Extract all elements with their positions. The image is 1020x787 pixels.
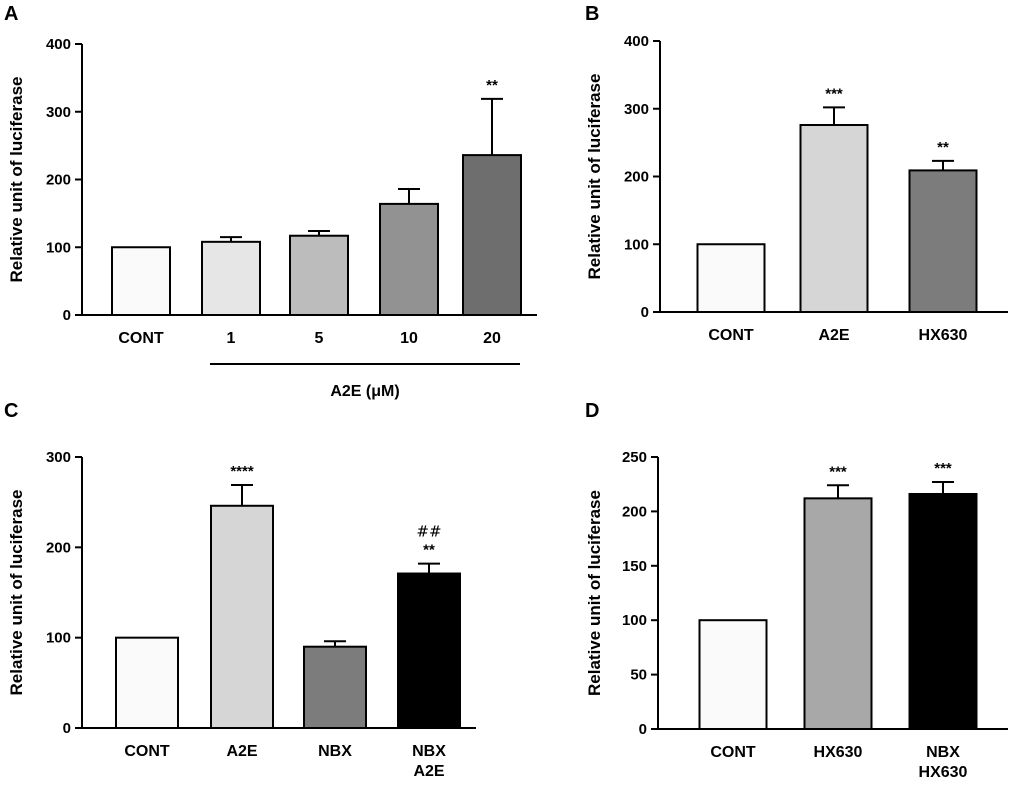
bar-b-2 bbox=[908, 169, 978, 313]
y-tick-label: 100 bbox=[46, 239, 71, 256]
y-tick-label: 100 bbox=[622, 612, 647, 629]
significance-label: *** bbox=[829, 463, 847, 480]
category-label: CONT bbox=[708, 327, 754, 344]
significance-label: *** bbox=[934, 460, 952, 477]
category-label: 10 bbox=[400, 330, 418, 347]
y-tick-label: 250 bbox=[622, 449, 647, 466]
y-axis-label: Relative unit of luciferase bbox=[585, 490, 604, 696]
category-label: 20 bbox=[483, 330, 501, 347]
significance-label: *** bbox=[825, 85, 843, 102]
category-label: CONT bbox=[710, 744, 756, 761]
y-axis-label: Relative unit of luciferase bbox=[7, 77, 26, 283]
panel-c: C Relative unit of luciferase 0 100 200 300 CO… bbox=[4, 400, 476, 780]
category-label: NBX A2E bbox=[412, 743, 446, 780]
y-tick-label: 200 bbox=[46, 172, 71, 189]
bar-a-4 bbox=[462, 154, 522, 316]
category-label: A2E bbox=[818, 327, 849, 344]
category-label: 1 bbox=[227, 330, 236, 347]
category-label: NBX bbox=[318, 743, 352, 760]
y-tick-label: 50 bbox=[630, 667, 647, 684]
panel-a: A Relative unit of luciferase 0 100 200 300 40… bbox=[4, 3, 537, 400]
y-tick-label: 200 bbox=[622, 503, 647, 520]
category-label: HX630 bbox=[919, 327, 968, 344]
bar-a-1 bbox=[201, 240, 261, 316]
y-tick-label: 0 bbox=[63, 720, 71, 737]
y-tick-label: 0 bbox=[641, 304, 649, 321]
category-label: NBX HX630 bbox=[919, 744, 968, 781]
bar-a-3 bbox=[379, 202, 439, 316]
category-label: CONT bbox=[118, 330, 164, 347]
bar-b-0 bbox=[696, 243, 766, 313]
hash-significance-label: ## bbox=[416, 523, 441, 541]
bar-c-3 bbox=[397, 572, 461, 730]
bar-d-2 bbox=[908, 492, 978, 730]
bar-a-2 bbox=[289, 234, 349, 316]
bar-c-0 bbox=[115, 636, 179, 730]
y-tick-label: 200 bbox=[624, 169, 649, 186]
bar-b-1 bbox=[799, 124, 869, 314]
y-tick-label: 0 bbox=[639, 721, 647, 738]
y-tick-label: 300 bbox=[624, 101, 649, 118]
panel-letter: D bbox=[585, 400, 599, 422]
category-label: CONT bbox=[124, 743, 170, 760]
y-tick-label: 100 bbox=[46, 630, 71, 647]
y-tick-label: 150 bbox=[622, 558, 647, 575]
y-tick-label: 100 bbox=[624, 236, 649, 253]
bar-c-2 bbox=[303, 645, 367, 730]
bar-d-0 bbox=[698, 619, 768, 731]
bar-d-1 bbox=[803, 497, 873, 730]
y-tick-label: 300 bbox=[46, 449, 71, 466]
panel-letter: A bbox=[4, 3, 18, 25]
y-axis-label: Relative unit of luciferase bbox=[585, 74, 604, 280]
y-tick-label: 200 bbox=[46, 539, 71, 556]
panel-d: D Relative unit of luciferase 0 50 100 150 200… bbox=[585, 400, 1008, 781]
bar-a-0 bbox=[111, 246, 171, 316]
significance-label: ** bbox=[486, 77, 498, 94]
significance-label: ** bbox=[423, 542, 435, 559]
y-tick-label: 400 bbox=[46, 36, 71, 53]
significance-label: **** bbox=[230, 463, 254, 480]
y-axis-label: Relative unit of luciferase bbox=[7, 490, 26, 696]
group-label: A2E (μM) bbox=[330, 383, 399, 400]
bar-c-1 bbox=[210, 504, 274, 729]
panel-b: B Relative unit of luciferase 0 100 200 300 40… bbox=[585, 3, 1008, 344]
panel-letter: C bbox=[4, 400, 18, 422]
category-label: HX630 bbox=[814, 744, 863, 761]
category-label: A2E bbox=[226, 743, 257, 760]
y-tick-label: 400 bbox=[624, 33, 649, 50]
y-tick-label: 0 bbox=[63, 307, 71, 324]
y-tick-label: 300 bbox=[46, 104, 71, 121]
panel-letter: B bbox=[585, 3, 599, 25]
category-label: 5 bbox=[315, 330, 324, 347]
significance-label: ** bbox=[937, 139, 949, 156]
